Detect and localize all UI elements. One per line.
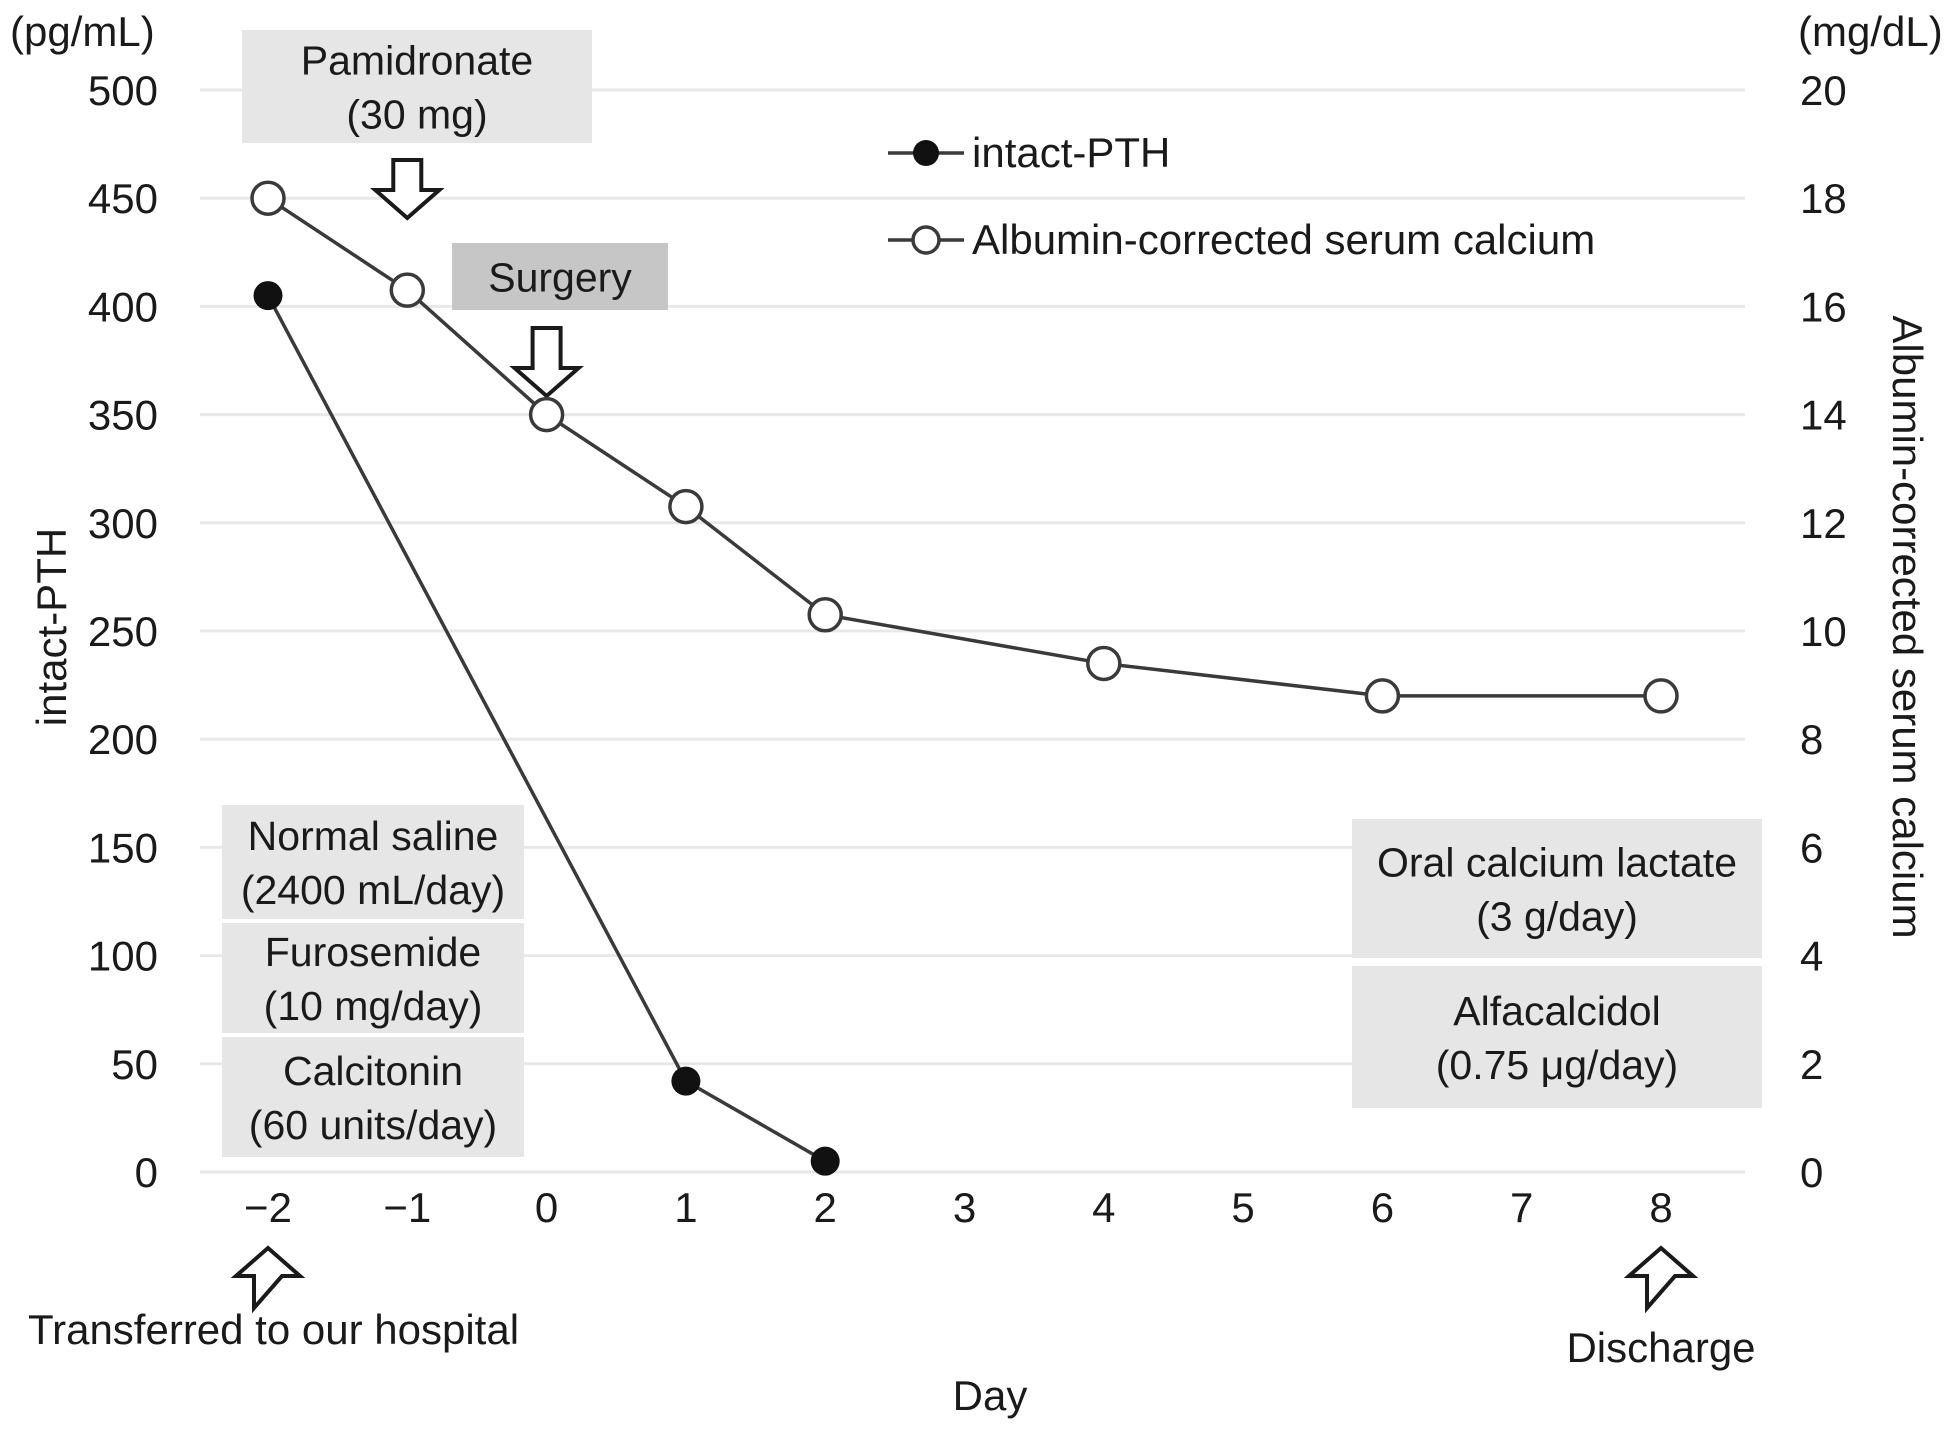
calcitonin-box-label: (60 units/day) xyxy=(249,1102,497,1148)
right-tick-label: 10 xyxy=(1800,608,1847,655)
data-point-open-circle xyxy=(389,272,426,308)
left-tick-label: 400 xyxy=(88,283,158,330)
normal-saline-box xyxy=(222,805,524,919)
right-tick-label: 20 xyxy=(1800,67,1847,114)
pamidronate-arrow xyxy=(369,158,445,221)
right-axis-title: Albumin-corrected serum calcium xyxy=(1884,315,1931,939)
left-axis-title: intact-PTH xyxy=(28,527,75,727)
discharge-label: Discharge xyxy=(1566,1324,1756,1371)
left-tick-label: 100 xyxy=(88,933,158,980)
right-tick-label: 0 xyxy=(1800,1149,1823,1196)
left-tick-label: 50 xyxy=(111,1041,158,1088)
alfacalcidol-box-label: Alfacalcidol xyxy=(1453,988,1660,1034)
left-tick-label: 150 xyxy=(88,824,158,871)
normal-saline-box-label: Normal saline xyxy=(248,813,499,859)
data-point-open-circle xyxy=(807,597,843,633)
right-tick-label: 14 xyxy=(1800,392,1847,439)
oral-calcium-lactate-box-label: Oral calcium lactate xyxy=(1377,840,1737,886)
calcitonin-box-label: Calcitonin xyxy=(283,1048,463,1094)
data-point-open-circle xyxy=(1086,645,1122,682)
transferred-arrow xyxy=(230,1245,306,1314)
Albumin-corrected serum calcium-line xyxy=(267,196,1661,698)
legend-label-calcium: Albumin-corrected serum calcium xyxy=(972,216,1596,263)
furosemide-box-label: Furosemide xyxy=(265,929,481,975)
left-tick-label: 250 xyxy=(88,608,158,655)
x-tick-label: 6 xyxy=(1371,1184,1394,1231)
left-tick-label: 0 xyxy=(135,1149,158,1196)
oral-calcium-lactate-box xyxy=(1352,819,1762,958)
surgery-arrow xyxy=(509,326,584,399)
left-tick-label: 350 xyxy=(88,392,158,439)
legend-open-circle-icon xyxy=(911,225,941,255)
x-tick-label: 4 xyxy=(1092,1184,1115,1231)
surgery-box xyxy=(452,243,668,310)
x-tick-label: 2 xyxy=(814,1184,837,1231)
furosemide-box xyxy=(222,923,524,1033)
pamidronate-box xyxy=(242,30,592,143)
left-tick-label: 450 xyxy=(88,175,158,222)
legend-label-intact-pth: intact-PTH xyxy=(972,129,1171,176)
oral-calcium-lactate-box-label: (3 g/day) xyxy=(1476,894,1638,940)
data-point-open-circle xyxy=(1643,678,1679,714)
data-point-filled-circle xyxy=(671,1066,701,1096)
surgery-box-label: Surgery xyxy=(488,255,632,301)
pamidronate-box-label: (30 mg) xyxy=(346,92,487,138)
data-point-open-circle xyxy=(250,180,286,216)
data-point-open-circle xyxy=(528,396,565,433)
x-tick-label: 3 xyxy=(953,1184,976,1231)
transferred-label: Transferred to our hospital xyxy=(28,1306,520,1353)
right-tick-label: 4 xyxy=(1800,933,1823,980)
pamidronate-box-label: Pamidronate xyxy=(301,38,533,84)
x-tick-label: 5 xyxy=(1231,1184,1254,1231)
alfacalcidol-box xyxy=(1352,966,1762,1108)
x-tick-label: 7 xyxy=(1510,1184,1533,1231)
x-tick-label: 1 xyxy=(674,1184,697,1231)
left-tick-label: 200 xyxy=(88,716,158,763)
x-tick-label: −2 xyxy=(244,1184,292,1231)
normal-saline-box-label: (2400 mL/day) xyxy=(241,867,505,913)
data-point-open-circle xyxy=(1364,678,1401,714)
right-tick-label: 6 xyxy=(1800,824,1823,871)
left-tick-label: 500 xyxy=(88,67,158,114)
x-axis-title: Day xyxy=(952,1372,1028,1419)
furosemide-box-label: (10 mg/day) xyxy=(264,983,483,1029)
right-tick-label: 8 xyxy=(1800,716,1823,763)
right-tick-label: 12 xyxy=(1800,500,1847,547)
right-tick-label: 18 xyxy=(1800,175,1847,222)
data-point-filled-circle xyxy=(810,1146,840,1176)
data-point-open-circle xyxy=(668,488,704,525)
right-tick-label: 16 xyxy=(1800,283,1847,330)
discharge-arrow xyxy=(1623,1245,1699,1314)
right-axis-unit: (mg/dL) xyxy=(1798,8,1943,55)
x-tick-label: −1 xyxy=(383,1184,431,1231)
right-tick-label: 2 xyxy=(1800,1041,1823,1088)
legend-filled-circle-icon xyxy=(913,140,939,166)
x-tick-label: 8 xyxy=(1649,1184,1672,1231)
left-axis-unit: (pg/mL) xyxy=(10,8,155,55)
left-tick-label: 300 xyxy=(88,500,158,547)
data-point-filled-circle xyxy=(253,281,283,311)
x-tick-label: 0 xyxy=(535,1184,558,1231)
calcitonin-box xyxy=(222,1037,524,1157)
alfacalcidol-box-label: (0.75 μg/day) xyxy=(1436,1042,1678,1088)
